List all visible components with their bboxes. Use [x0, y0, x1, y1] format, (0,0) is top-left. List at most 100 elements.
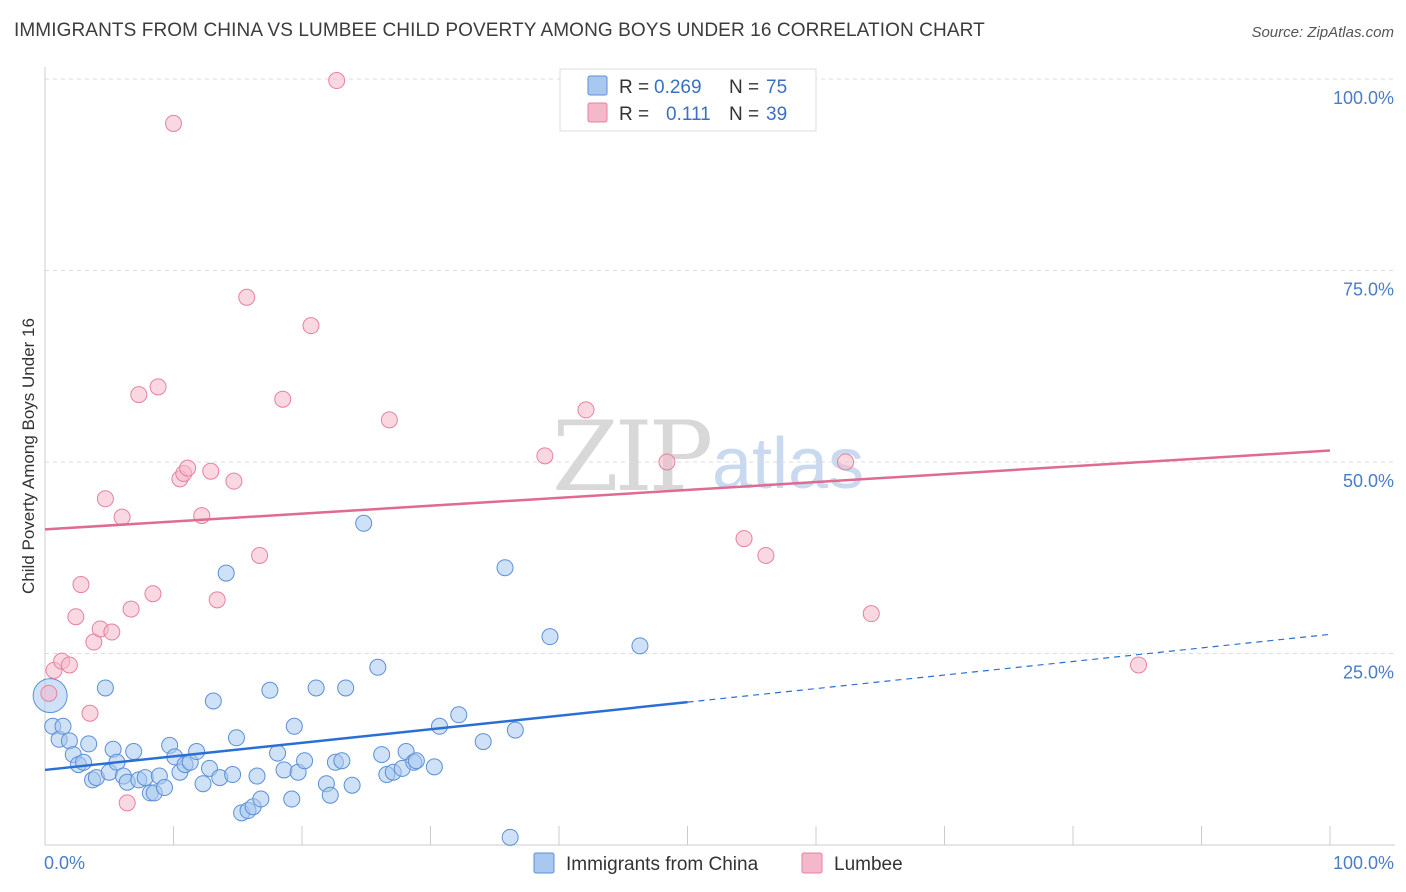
- point-china-69: [496, 559, 514, 577]
- point-china-29: [188, 743, 206, 761]
- x-tick-label-0: 0.0%: [44, 853, 85, 873]
- point-lumbee-36: [837, 453, 855, 471]
- point-lumbee-38: [1130, 656, 1148, 674]
- point-china-11: [96, 679, 114, 697]
- trend-line-china-extension: [687, 633, 1331, 703]
- point-china-64: [407, 752, 425, 770]
- point-china-19: [136, 769, 154, 787]
- legend-bottom-label-lumbee: Lumbee: [834, 854, 903, 875]
- point-china-42: [261, 681, 279, 699]
- legend-bottom-swatch-china: [533, 852, 555, 874]
- legend-n-label-china: N =: [729, 77, 759, 98]
- y-tick-label-3: 100.0%: [1333, 88, 1394, 108]
- legend-bottom: Immigrants from China Lumbee: [533, 852, 903, 875]
- point-lumbee-13: [122, 600, 140, 618]
- y-tick-label-1: 50.0%: [1343, 471, 1394, 491]
- point-china-51: [321, 786, 339, 804]
- legend-top: R = 0.269 N = 75 R = 0.111 N = 39: [559, 68, 817, 132]
- point-china-54: [337, 679, 355, 697]
- series-china: [32, 514, 649, 846]
- point-lumbee-20: [179, 459, 197, 477]
- point-lumbee-0: [40, 684, 58, 702]
- point-lumbee-14: [130, 386, 148, 404]
- point-china-55: [343, 776, 361, 794]
- point-lumbee-25: [238, 288, 256, 306]
- point-china-8: [80, 735, 98, 753]
- point-lumbee-5: [72, 576, 90, 594]
- point-china-46: [285, 717, 303, 735]
- point-china-72: [541, 628, 559, 646]
- legend-bottom-swatch-lumbee: [801, 852, 823, 874]
- x-tick-label-1: 100.0%: [1333, 853, 1394, 873]
- point-china-45: [283, 790, 301, 808]
- point-china-67: [450, 706, 468, 724]
- point-china-32: [204, 692, 222, 710]
- point-lumbee-22: [202, 462, 220, 480]
- point-lumbee-31: [536, 447, 554, 465]
- series-layer: [32, 72, 1331, 846]
- point-china-48: [296, 752, 314, 770]
- legend-n-label-lumbee: N =: [729, 104, 759, 125]
- point-china-57: [369, 658, 387, 676]
- point-lumbee-30: [380, 411, 398, 429]
- point-lumbee-3: [60, 656, 78, 674]
- chart-source: Source: ZipAtlas.com: [1251, 24, 1394, 41]
- y-axis-label: Child Poverty Among Boys Under 16: [19, 318, 38, 594]
- point-lumbee-11: [113, 508, 131, 526]
- point-lumbee-10: [103, 623, 121, 641]
- point-china-49: [307, 679, 325, 697]
- point-china-70: [501, 828, 519, 846]
- point-china-7: [75, 753, 93, 771]
- point-china-3: [54, 717, 72, 735]
- axes: [44, 67, 1395, 846]
- point-lumbee-33: [658, 453, 676, 471]
- legend-r-value-china: 0.269: [654, 77, 702, 98]
- legend-n-value-lumbee: 39: [766, 104, 787, 125]
- point-lumbee-32: [577, 401, 595, 419]
- point-china-40: [248, 767, 266, 785]
- point-lumbee-17: [165, 114, 182, 132]
- point-china-73: [631, 637, 649, 655]
- chart-title: IMMIGRANTS FROM CHINA VS LUMBEE CHILD PO…: [14, 20, 985, 41]
- point-china-36: [227, 729, 245, 747]
- point-china-35: [224, 766, 242, 784]
- point-lumbee-29: [328, 72, 346, 90]
- point-lumbee-4: [67, 608, 85, 626]
- point-china-71: [506, 721, 524, 739]
- point-china-44: [275, 761, 293, 779]
- point-lumbee-34: [735, 530, 753, 548]
- legend-r-value-lumbee: 0.111: [666, 104, 711, 125]
- trend-line-china: [44, 700, 688, 772]
- legend-r-label-lumbee: R =: [619, 104, 649, 125]
- point-lumbee-15: [144, 585, 162, 603]
- trend-line-lumbee: [44, 449, 1331, 531]
- y-tick-label-2: 75.0%: [1343, 280, 1394, 300]
- point-lumbee-12: [118, 794, 136, 812]
- point-china-66: [430, 717, 448, 735]
- point-lumbee-23: [208, 591, 226, 609]
- point-lumbee-16: [149, 378, 167, 396]
- point-lumbee-9: [96, 490, 114, 508]
- point-lumbee-26: [251, 546, 269, 564]
- legend-r-label-china: R =: [619, 77, 649, 98]
- legend-n-value-china: 75: [766, 77, 787, 98]
- point-lumbee-35: [757, 546, 775, 564]
- point-china-65: [425, 758, 443, 776]
- point-lumbee-27: [274, 390, 292, 408]
- point-lumbee-37: [862, 605, 880, 623]
- tick-labels: 25.0% 50.0% 75.0% 100.0% 0.0% 100.0%: [44, 88, 1394, 873]
- point-china-23: [156, 779, 174, 797]
- point-china-17: [125, 743, 143, 761]
- legend-bottom-label-china: Immigrants from China: [566, 854, 759, 875]
- point-china-43: [269, 744, 287, 762]
- point-china-58: [373, 746, 391, 764]
- point-lumbee-24: [225, 472, 243, 490]
- point-lumbee-6: [81, 704, 99, 722]
- point-lumbee-28: [302, 317, 320, 335]
- point-china-30: [194, 775, 212, 793]
- legend-swatch-lumbee: [587, 102, 608, 123]
- point-china-41: [252, 790, 270, 808]
- y-tick-label-0: 25.0%: [1343, 663, 1394, 683]
- point-china-34: [217, 564, 235, 582]
